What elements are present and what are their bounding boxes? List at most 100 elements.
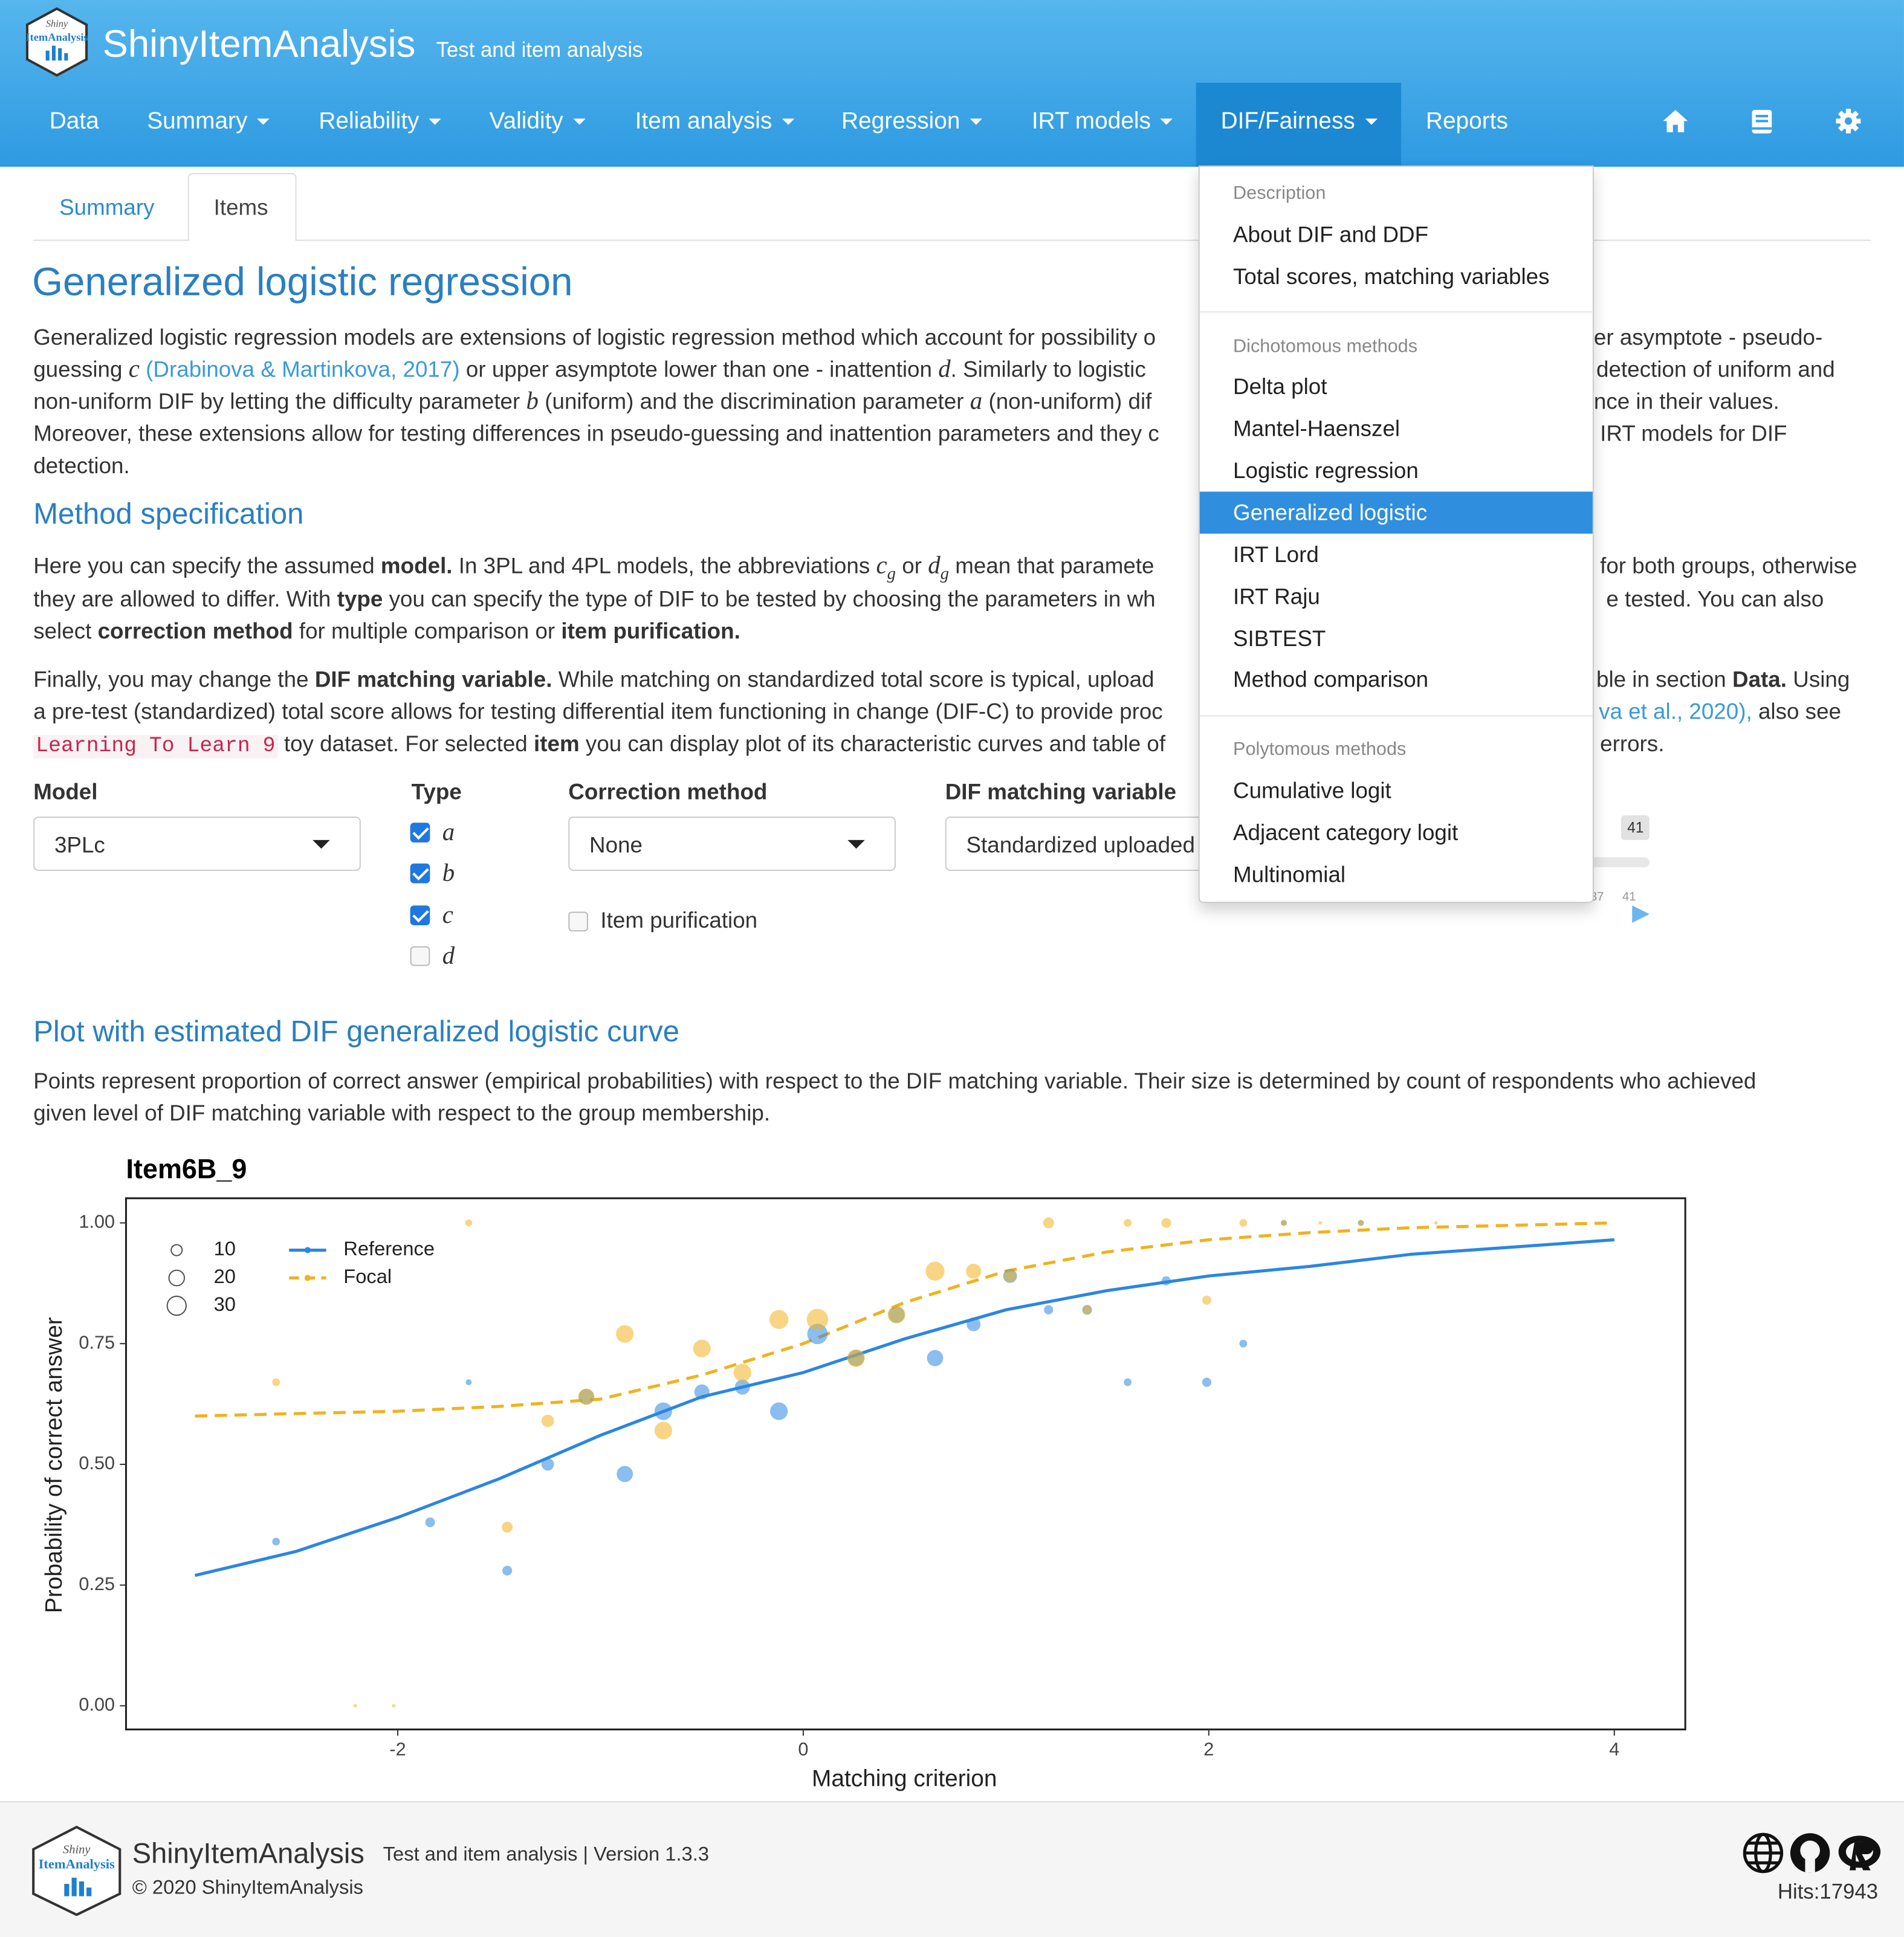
dropdown-header: Dichotomous methods bbox=[1233, 335, 1418, 357]
nav-text: DIF/Fairness bbox=[1220, 108, 1355, 135]
dropdown-menu: Description About DIF and DDF Total scor… bbox=[1198, 165, 1594, 904]
dropdown-item[interactable]: Method comparison bbox=[1233, 667, 1429, 692]
settings-icon[interactable] bbox=[1836, 108, 1861, 134]
point bbox=[465, 1219, 473, 1227]
nav-item[interactable]: Reports bbox=[1425, 108, 1508, 135]
text: Here you can specify the assumed bbox=[33, 553, 375, 578]
footer-copyright: © 2020 ShinyItemAnalysis bbox=[132, 1877, 363, 1899]
dropdown-item[interactable]: Logistic regression bbox=[1233, 458, 1419, 483]
math: g bbox=[940, 565, 949, 584]
r-icon[interactable] bbox=[1838, 1835, 1881, 1871]
math: d bbox=[928, 552, 941, 580]
text: Finally, you may change the bbox=[33, 667, 309, 692]
dropdown-item[interactable]: Delta plot bbox=[1233, 374, 1327, 399]
text-line: they are allowed to differ. With type yo… bbox=[33, 584, 1155, 614]
nav-item[interactable]: DIF/Fairness bbox=[1221, 108, 1378, 137]
model-select[interactable]: 3PLc bbox=[33, 817, 361, 871]
point bbox=[966, 1263, 982, 1279]
dropdown-item[interactable]: Multinomial bbox=[1233, 862, 1346, 887]
nav-item[interactable]: Item analysis bbox=[635, 108, 794, 137]
nav-item[interactable]: Data bbox=[49, 108, 99, 135]
text-line: Here you can specify the assumed model. … bbox=[33, 551, 1154, 590]
logo-text: Shiny bbox=[46, 18, 68, 30]
checkbox[interactable] bbox=[410, 863, 430, 884]
text: you can specify the type of DIF to be te… bbox=[389, 586, 1156, 612]
text: a pre-test (standardized) total score al… bbox=[33, 699, 1163, 724]
y-tick-label: 0.25 bbox=[79, 1574, 115, 1594]
checkbox[interactable] bbox=[410, 946, 430, 966]
dropdown-item[interactable]: Total scores, matching variables bbox=[1233, 264, 1550, 289]
point bbox=[1044, 1305, 1054, 1315]
point bbox=[1239, 1339, 1248, 1348]
nav-item[interactable]: Reliability bbox=[319, 108, 441, 137]
point bbox=[272, 1538, 280, 1546]
dropdown-item[interactable]: Generalized logistic bbox=[1233, 500, 1428, 525]
tab[interactable]: Items bbox=[213, 195, 268, 220]
x-tick-label: 0 bbox=[798, 1739, 808, 1759]
point bbox=[734, 1379, 750, 1395]
size-legend-label: 10 bbox=[214, 1237, 236, 1260]
checkbox[interactable] bbox=[568, 911, 588, 932]
point bbox=[927, 1350, 944, 1366]
nav-text: Regression bbox=[841, 108, 960, 135]
section-heading: Method specification bbox=[33, 497, 304, 531]
text: While matching on standardized total sco… bbox=[558, 667, 1154, 692]
link[interactable]: (Drabinova & Martinkova, 2017) bbox=[146, 357, 460, 382]
nav-item[interactable]: IRT models bbox=[1032, 108, 1173, 137]
dropdown-item[interactable]: About DIF and DDF bbox=[1233, 222, 1429, 247]
nav-item[interactable]: Regression bbox=[841, 108, 982, 137]
checkbox[interactable] bbox=[410, 823, 430, 843]
dropdown-item[interactable]: Mantel-Haenszel bbox=[1233, 416, 1400, 441]
web-icon[interactable] bbox=[1743, 1832, 1784, 1874]
nav-text: Reliability bbox=[319, 108, 419, 135]
dropdown-item[interactable]: Cumulative logit bbox=[1233, 778, 1391, 803]
nav-item[interactable]: Validity bbox=[489, 108, 585, 137]
text: also see bbox=[1758, 699, 1841, 724]
point bbox=[1358, 1220, 1364, 1226]
link[interactable]: va et al., 2020), bbox=[1599, 699, 1752, 724]
play-button[interactable] bbox=[1631, 904, 1651, 924]
dropdown-item[interactable]: Adjacent category logit bbox=[1233, 820, 1459, 846]
point bbox=[807, 1324, 828, 1345]
active-item-bg bbox=[1199, 491, 1593, 534]
text: you can display plot of its characterist… bbox=[585, 731, 1166, 756]
footer-icons bbox=[1743, 1832, 1881, 1874]
checkbox-label: Item purification bbox=[600, 908, 758, 933]
point bbox=[617, 1466, 633, 1483]
point bbox=[769, 1310, 789, 1329]
checkbox[interactable] bbox=[410, 905, 430, 925]
point bbox=[887, 1305, 905, 1324]
dropdown-item[interactable]: IRT Raju bbox=[1233, 584, 1320, 609]
dropdown-item[interactable]: IRT Lord bbox=[1233, 542, 1319, 568]
app-subtitle: Test and item analysis bbox=[436, 38, 643, 62]
point bbox=[1202, 1377, 1212, 1387]
divider bbox=[1199, 311, 1593, 313]
home-icon[interactable] bbox=[1662, 109, 1689, 134]
tab[interactable]: Summary bbox=[59, 195, 155, 220]
point bbox=[925, 1261, 945, 1281]
active-tab bbox=[187, 173, 297, 241]
nav-item[interactable]: Summary bbox=[147, 108, 270, 137]
legend-dot bbox=[304, 1247, 311, 1253]
point bbox=[1202, 1295, 1212, 1305]
point bbox=[967, 1317, 981, 1331]
point bbox=[425, 1517, 435, 1527]
input-label: Correction method bbox=[568, 779, 768, 804]
point bbox=[1280, 1220, 1287, 1226]
github-icon[interactable] bbox=[1790, 1833, 1830, 1873]
correction-select[interactable]: None bbox=[568, 817, 896, 871]
book-icon[interactable] bbox=[1750, 109, 1773, 135]
logo: Shiny ItemAnalysis bbox=[25, 7, 88, 77]
text: Moreover, these extensions allow for tes… bbox=[33, 421, 1159, 446]
text: detection of uniform and bbox=[1596, 357, 1835, 382]
dropdown-item[interactable]: SIBTEST bbox=[1233, 626, 1326, 652]
point bbox=[1239, 1219, 1248, 1227]
footer-title: ShinyItemAnalysis bbox=[132, 1837, 364, 1869]
point bbox=[693, 1339, 711, 1357]
footer-subtitle: Test and item analysis | Version 1.3.3 bbox=[383, 1844, 710, 1866]
text-line: Moreover, these extensions allow for tes… bbox=[33, 419, 1159, 448]
y-tick-label: 0.50 bbox=[79, 1453, 115, 1473]
point bbox=[1161, 1218, 1171, 1228]
point bbox=[733, 1363, 751, 1382]
x-axis-label: Matching criterion bbox=[812, 1766, 997, 1792]
